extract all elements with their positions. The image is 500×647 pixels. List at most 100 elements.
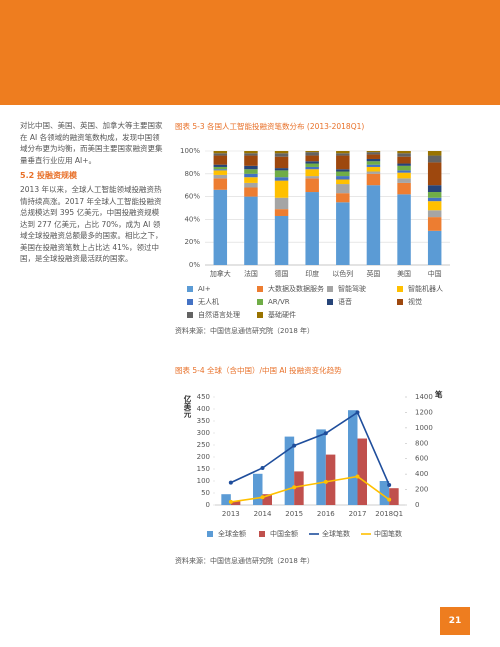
legend-label: 智能驾驶 — [338, 284, 366, 293]
bar-segment — [366, 161, 381, 165]
x-tick-label: 美国 — [397, 269, 411, 278]
x-tick-label: 2015 — [285, 510, 303, 518]
bar-segment — [397, 163, 411, 166]
legend-swatch — [397, 299, 403, 305]
y2-tick-label: 1200 — [415, 408, 433, 416]
point — [228, 499, 233, 504]
bar-segment — [336, 202, 350, 265]
y2-tick-label: 1000 — [415, 424, 433, 432]
y2-tick-label: 1400 — [415, 393, 433, 401]
bar — [262, 494, 272, 505]
bar — [316, 429, 326, 505]
bar-segment — [274, 153, 289, 157]
source-note: 资料来源：中国信息通信研究院（2018 年） — [175, 326, 314, 335]
y-tick-label: 60% — [184, 193, 200, 201]
y-tick-label: 400 — [197, 405, 210, 413]
point — [355, 410, 360, 415]
y-tick-label: 40% — [184, 215, 200, 223]
y2-tick-label: 800 — [415, 439, 428, 447]
bar-segment — [244, 165, 258, 170]
point — [387, 482, 392, 487]
y-tick-label: 0 — [206, 501, 210, 509]
bar — [348, 410, 358, 505]
point — [292, 485, 297, 490]
bar-segment — [366, 158, 381, 162]
y-tick-label: 0% — [189, 261, 200, 269]
bar-segment — [274, 170, 289, 178]
x-tick-label: 2017 — [349, 510, 367, 518]
bar-segment — [336, 171, 350, 177]
bar-segment — [244, 182, 258, 188]
bar-segment — [274, 168, 289, 171]
point — [387, 497, 392, 502]
bar-segment — [397, 172, 411, 179]
y-tick-label: 100 — [197, 477, 210, 485]
bar-segment — [213, 174, 228, 179]
legend-label: 中国笔数 — [374, 529, 402, 538]
bar-segment — [305, 151, 319, 153]
bar-segment — [213, 169, 228, 171]
point — [260, 495, 265, 500]
bar-segment — [427, 162, 442, 186]
legend-label: 中国金额 — [270, 529, 298, 538]
legend-label: AR/VR — [268, 298, 290, 306]
bar-segment — [397, 182, 411, 195]
point — [323, 479, 328, 484]
bar-segment — [213, 166, 228, 170]
bar-segment — [305, 178, 319, 193]
bar — [221, 494, 231, 505]
page-number: 21 — [440, 607, 470, 635]
bar-segment — [244, 169, 258, 174]
x-tick-label: 2014 — [254, 510, 272, 518]
bar-segment — [427, 151, 442, 156]
bar-segment — [427, 155, 442, 163]
legend-swatch — [187, 286, 193, 292]
legend-swatch — [257, 312, 263, 318]
point — [323, 431, 328, 436]
body-text: 2013 年以来，全球人工智能领域投融资热情持续高涨。2017 年全球人工智能投… — [20, 185, 163, 263]
legend-swatch — [259, 531, 265, 537]
bar-segment — [274, 151, 289, 154]
bar-segment — [244, 155, 258, 166]
y-tick-label: 450 — [197, 393, 210, 401]
bar-segment — [427, 197, 442, 202]
chart-title: 图表 5-4 全球（含中国）/中国 AI 投融资变化趋势 — [175, 365, 342, 375]
x-tick-label: 印度 — [305, 269, 319, 278]
bar-segment — [274, 156, 289, 169]
chart-title: 图表 5-3 各国人工智能投融资笔数分布 (2013-2018Q1) — [175, 121, 364, 131]
bar-segment — [397, 165, 411, 171]
bar-segment — [305, 161, 319, 164]
bar-segment — [366, 152, 381, 155]
bar-segment — [397, 170, 411, 173]
legend-label: 自然语言处理 — [198, 310, 240, 319]
y-tick-label: 80% — [184, 170, 200, 178]
bar-segment — [397, 194, 411, 265]
y-tick-label: 20% — [184, 238, 200, 246]
legend-swatch — [187, 299, 193, 305]
bar-segment — [366, 173, 381, 186]
bar-segment — [336, 179, 350, 185]
legend-label: 基础硬件 — [268, 310, 296, 319]
bar-segment — [305, 166, 319, 170]
bar-segment — [427, 185, 442, 193]
legend-label: 全球金额 — [218, 529, 246, 538]
y-axis-label: 亿美元 — [183, 394, 192, 419]
bar-segment — [305, 163, 319, 167]
x-tick-label: 以色列 — [332, 269, 353, 278]
y-tick-label: 50 — [201, 489, 210, 497]
legend-label: 全球笔数 — [322, 529, 350, 538]
bar-segment — [336, 155, 350, 170]
bar-segment — [366, 154, 381, 159]
y2-tick-label: 200 — [415, 486, 428, 494]
x-tick-label: 2018Q1 — [375, 510, 403, 518]
bar-segment — [397, 153, 411, 157]
bar-segment — [213, 153, 228, 156]
x-tick-label: 加拿大 — [210, 269, 231, 278]
bar-segment — [274, 180, 289, 198]
bar-segment — [366, 171, 381, 174]
legend-swatch — [257, 286, 263, 292]
legend-label: 大数据及数据服务 — [268, 284, 324, 293]
bar-segment — [366, 164, 381, 167]
bar-segment — [213, 164, 228, 167]
